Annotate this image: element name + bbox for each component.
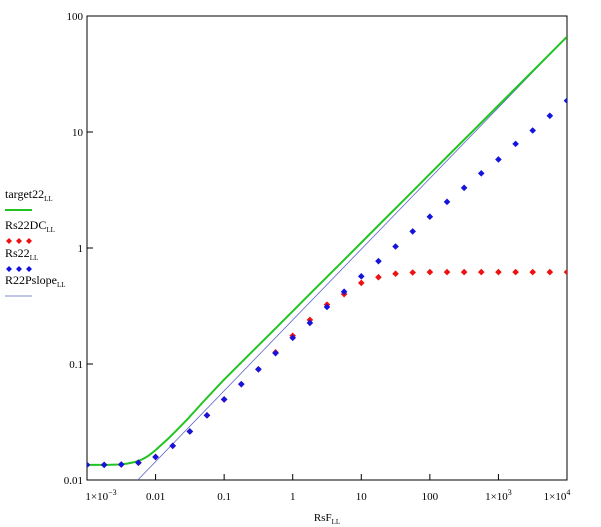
y-tick-label: 1	[78, 243, 84, 255]
y-axis-ticks: 0.01 0.1 1 10 100	[64, 11, 93, 487]
legend-swatch	[16, 266, 22, 272]
data-point-rs22	[306, 319, 314, 327]
series-line-r22pslope	[137, 36, 567, 480]
legend-label-rs22: Rs22LL	[5, 246, 38, 262]
data-point-rs22dc	[477, 268, 485, 276]
data-point-rs22	[563, 97, 567, 105]
data-point-rs22	[169, 442, 177, 450]
data-point-rs22	[100, 461, 108, 469]
data-point-rs22	[117, 461, 125, 468]
data-point-rs22	[477, 170, 485, 177]
data-point-rs22	[495, 156, 502, 163]
data-point-rs22dc	[546, 268, 554, 276]
data-point-rs22	[357, 273, 365, 280]
y-tick-label: 100	[67, 11, 84, 23]
data-point-rs22	[375, 257, 382, 265]
legend: target22LL Rs22DCLL Rs22LL R22PslopeLL	[5, 187, 66, 297]
data-point-rs22dc	[357, 279, 365, 287]
y-tick-label: 0.1	[69, 359, 83, 371]
plot-area-frame	[86, 15, 568, 481]
legend-swatch	[16, 238, 22, 244]
data-point-rs22	[443, 198, 451, 206]
data-point-rs22dc	[563, 268, 567, 276]
legend-swatch	[26, 238, 32, 244]
x-axis-label: RsFLL	[314, 512, 340, 526]
data-point-rs22	[512, 140, 519, 148]
data-point-rs22dc	[426, 268, 434, 276]
data-point-rs22	[529, 127, 536, 134]
series-markers	[87, 97, 567, 469]
legend-swatch	[26, 266, 32, 272]
data-point-rs22	[238, 380, 245, 388]
data-point-rs22	[152, 453, 159, 461]
legend-label-target22: target22LL	[5, 187, 53, 203]
data-point-rs22	[186, 428, 194, 435]
data-point-rs22	[340, 288, 348, 296]
x-tick-label: 1×10−3	[85, 488, 116, 503]
data-point-rs22	[460, 184, 468, 192]
y-tick-label: 10	[72, 127, 84, 139]
data-point-rs22dc	[495, 268, 502, 276]
legend-swatch	[6, 266, 12, 272]
data-point-rs22	[255, 366, 262, 373]
data-point-rs22dc	[443, 268, 451, 276]
x-tick-label: 1×104	[544, 488, 571, 503]
data-point-rs22dc	[460, 268, 468, 276]
x-tick-label: 0.1	[217, 491, 231, 503]
x-tick-label: 100	[422, 491, 439, 503]
data-point-rs22	[323, 303, 331, 311]
data-point-rs22	[135, 459, 142, 466]
x-axis-ticks: 1×10−3 0.01 0.1 1 10 100 1×103 1×104	[85, 474, 570, 503]
data-point-rs22	[203, 412, 211, 419]
data-point-rs22dc	[512, 268, 519, 276]
x-tick-label: 1×103	[485, 488, 512, 503]
data-point-rs22dc	[375, 273, 382, 281]
data-point-rs22	[220, 396, 228, 403]
x-tick-label: 0.01	[146, 491, 165, 503]
data-point-rs22	[272, 349, 279, 357]
data-point-rs22	[409, 228, 416, 235]
legend-swatch	[6, 238, 12, 244]
data-point-rs22	[289, 334, 297, 342]
x-tick-label: 1	[290, 491, 296, 503]
data-point-rs22dc	[529, 268, 536, 276]
series-line-target22	[87, 36, 567, 466]
legend-label-rs22dc: Rs22DCLL	[5, 218, 55, 234]
data-point-rs22	[87, 461, 91, 469]
data-point-rs22	[392, 243, 399, 250]
data-point-rs22dc	[392, 270, 399, 278]
data-point-rs22	[546, 112, 554, 120]
x-tick-label: 10	[356, 491, 368, 503]
series-lines	[87, 36, 567, 480]
data-point-rs22	[426, 213, 434, 221]
legend-label-r22pslope: R22PslopeLL	[5, 273, 66, 289]
y-tick-label: 0.01	[64, 475, 83, 487]
data-point-rs22dc	[409, 269, 416, 276]
